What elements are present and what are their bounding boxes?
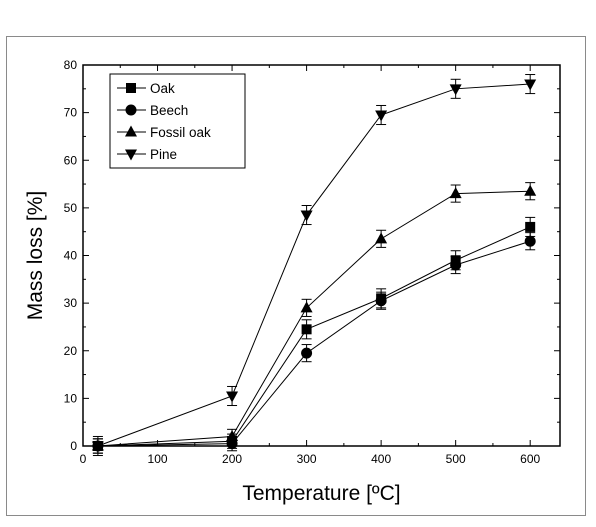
legend-label-pine: Pine (150, 147, 177, 162)
data-point-oak (301, 324, 312, 335)
y-tick-label: 20 (64, 344, 78, 358)
data-point-pine (449, 84, 462, 96)
data-point-fossil-oak (226, 429, 239, 441)
x-tick-label: 400 (371, 452, 391, 466)
y-tick-label: 40 (64, 249, 78, 263)
data-point-fossil-oak (300, 301, 313, 313)
series-line-fossil-oak (97, 190, 531, 447)
x-tick-label: 100 (148, 452, 168, 466)
legend: Oak Beech Fossil oak Pine (109, 73, 246, 169)
data-point-fossil-oak (449, 187, 462, 199)
legend-marker-oak (126, 83, 136, 93)
series-lines (97, 83, 531, 447)
x-tick-label: 500 (446, 452, 466, 466)
data-point-fossil-oak (375, 232, 388, 244)
x-tick-label: 200 (222, 452, 242, 466)
axis-ticks: 0 100 200 300 400 500 600 0 10 20 30 40 50 60 70 80 (64, 58, 560, 466)
legend-marker-beech (125, 104, 137, 116)
data-point-fossil-oak (524, 184, 537, 196)
data-point-beech (301, 347, 313, 359)
y-tick-label: 60 (64, 153, 78, 167)
y-tick-label: 30 (64, 296, 78, 310)
y-tick-label: 80 (64, 58, 78, 72)
legend-label-beech: Beech (150, 103, 188, 118)
y-tick-label: 70 (64, 106, 78, 120)
x-axis-title: Temperature [ºC] (242, 482, 400, 505)
legend-label-oak: Oak (150, 81, 175, 96)
series-line-beech (97, 240, 531, 447)
data-point-pine (300, 210, 313, 222)
y-tick-label: 10 (64, 391, 78, 405)
data-point-beech (524, 235, 536, 247)
data-point-oak (525, 221, 536, 232)
legend-marker-fossil-oak (125, 125, 137, 137)
y-tick-label: 50 (64, 201, 78, 215)
x-tick-label: 300 (297, 452, 317, 466)
series-line-oak (97, 226, 531, 447)
data-point-pine (375, 110, 388, 122)
data-point-beech (375, 295, 387, 307)
y-axis-title: Mass loss [%] (24, 191, 47, 321)
data-point-pine (226, 391, 239, 403)
legend-marker-pine (125, 149, 137, 161)
x-tick-label: 0 (80, 452, 87, 466)
data-point-pine (524, 79, 537, 91)
data-point-beech (450, 259, 462, 271)
figure-frame (6, 36, 586, 516)
series-line-pine (97, 83, 531, 447)
x-tick-label: 600 (520, 452, 540, 466)
data-point-pine (91, 441, 104, 453)
legend-label-fossil-oak: Fossil oak (150, 125, 211, 140)
y-tick-label: 0 (70, 439, 77, 453)
